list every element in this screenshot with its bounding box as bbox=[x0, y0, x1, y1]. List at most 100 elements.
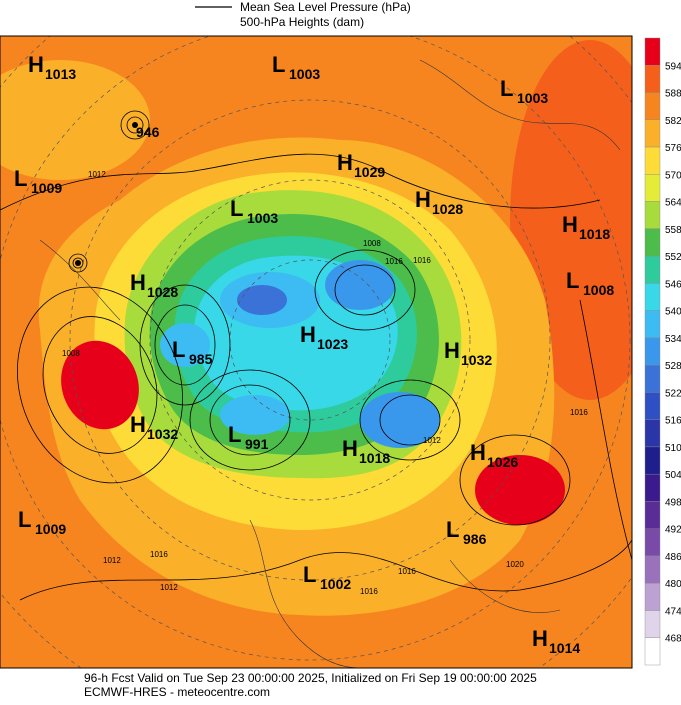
height-region bbox=[475, 455, 565, 525]
colorbar-swatch bbox=[644, 337, 661, 366]
colorbar-label: 510 bbox=[665, 443, 681, 454]
footer-line: 96-h Fcst Valid on Tue Sep 23 00:00:00 2… bbox=[84, 671, 537, 685]
center-letter: L bbox=[500, 76, 513, 101]
center-letter: L bbox=[14, 166, 27, 191]
colorbar-swatch bbox=[644, 65, 661, 93]
center-letter: L bbox=[230, 196, 243, 221]
center-letter: L bbox=[172, 337, 185, 362]
colorbar-label: 480 bbox=[665, 579, 681, 590]
center-letter: L bbox=[566, 268, 579, 293]
colorbar-label: 528 bbox=[665, 361, 681, 372]
colorbar-label: 504 bbox=[665, 470, 681, 481]
colorbar-label: 516 bbox=[665, 416, 681, 427]
height-region bbox=[160, 323, 210, 367]
center-value: 1013 bbox=[45, 66, 76, 82]
center-value: 1032 bbox=[461, 352, 492, 368]
center-letter: H bbox=[300, 322, 316, 347]
colorbar-label: 582 bbox=[665, 116, 681, 127]
contour-label: 1016 bbox=[413, 256, 431, 265]
colorbar-label: 474 bbox=[665, 606, 681, 617]
colorbar-label: 558 bbox=[665, 225, 681, 236]
colorbar-swatch bbox=[644, 146, 661, 175]
colorbar-label: 546 bbox=[665, 279, 681, 290]
center-value: 1003 bbox=[289, 66, 320, 82]
contour-label: 1020 bbox=[506, 560, 524, 569]
center-letter: H bbox=[130, 270, 146, 295]
center-letter: H bbox=[444, 338, 460, 363]
center-value: 1018 bbox=[579, 226, 610, 242]
colorbar-label: 588 bbox=[665, 89, 681, 100]
colorbar-swatch bbox=[644, 201, 661, 230]
colorbar-label: 570 bbox=[665, 170, 681, 181]
center-value: 986 bbox=[463, 531, 487, 547]
colorbar-label: 522 bbox=[665, 388, 681, 399]
colorbar-label: 498 bbox=[665, 497, 681, 508]
center-value: 1014 bbox=[549, 640, 580, 656]
center-value: 1032 bbox=[147, 426, 178, 442]
colorbar-label: 552 bbox=[665, 252, 681, 263]
center-letter: L bbox=[18, 507, 31, 532]
center-letter: H bbox=[337, 150, 353, 175]
center-letter: L bbox=[303, 562, 316, 587]
contour-label: 1012 bbox=[103, 556, 121, 565]
colorbar-label: 468 bbox=[665, 634, 681, 645]
colorbar-swatch bbox=[644, 283, 661, 311]
colorbar-swatch bbox=[644, 37, 661, 66]
colorbar-label: 534 bbox=[665, 334, 681, 345]
colorbar-swatch bbox=[644, 583, 661, 611]
center-letter: H bbox=[130, 412, 146, 437]
center-value: 1009 bbox=[35, 521, 66, 537]
colorbar-swatch bbox=[644, 174, 661, 202]
center-letter: H bbox=[470, 440, 486, 465]
center-letter: H bbox=[532, 626, 548, 651]
storm-center bbox=[132, 122, 138, 128]
colorbar-swatch bbox=[644, 501, 661, 529]
center-value: 1029 bbox=[354, 164, 385, 180]
contour-label: 1016 bbox=[385, 257, 403, 266]
height-region bbox=[61, 340, 139, 430]
contour-label: 1016 bbox=[150, 550, 168, 559]
height-region bbox=[220, 395, 290, 435]
center-value: 1018 bbox=[359, 450, 390, 466]
height-region bbox=[237, 285, 287, 315]
center-letter: H bbox=[415, 187, 431, 212]
center-value: 946 bbox=[136, 124, 160, 140]
contour-label: 1008 bbox=[363, 239, 381, 248]
isobars bbox=[0, 110, 632, 601]
center-value: 1003 bbox=[517, 90, 548, 106]
center-value: 1028 bbox=[432, 201, 463, 217]
center-value: 1008 bbox=[583, 282, 614, 298]
contour-label: 1016 bbox=[398, 567, 416, 576]
colorbar-swatch bbox=[644, 310, 661, 339]
colorbar-swatch bbox=[644, 392, 661, 420]
center-letter: L bbox=[228, 422, 241, 447]
contour-label: 1012 bbox=[423, 436, 441, 445]
colorbar-swatch bbox=[644, 364, 661, 393]
center-value: 1023 bbox=[317, 336, 348, 352]
colorbar-swatch bbox=[644, 555, 661, 584]
colorbar-label: 540 bbox=[665, 307, 681, 318]
center-value: 1026 bbox=[487, 454, 518, 470]
colorbar-swatch bbox=[644, 473, 661, 502]
height-region bbox=[0, 60, 150, 180]
colorbar-label: 594 bbox=[665, 61, 681, 72]
colorbar-swatch bbox=[644, 419, 661, 448]
contour-label: 1008 bbox=[62, 349, 80, 358]
footer-line: ECMWF-HRES - meteocentre.com bbox=[84, 685, 270, 699]
colorbar-label: 492 bbox=[665, 525, 681, 536]
center-value: 1009 bbox=[31, 180, 62, 196]
legend-fill-label: 500-hPa Heights (dam) bbox=[240, 15, 364, 29]
colorbar-swatch bbox=[644, 528, 661, 557]
center-letter: L bbox=[446, 517, 459, 542]
contour-label: 1016 bbox=[570, 408, 588, 417]
colorbar-swatch bbox=[644, 610, 661, 638]
center-value: 1003 bbox=[247, 210, 278, 226]
center-letter: L bbox=[272, 52, 285, 77]
center-letter: H bbox=[342, 436, 358, 461]
center-letter: H bbox=[562, 212, 578, 237]
storm-center bbox=[75, 260, 81, 266]
height-region bbox=[360, 392, 440, 448]
